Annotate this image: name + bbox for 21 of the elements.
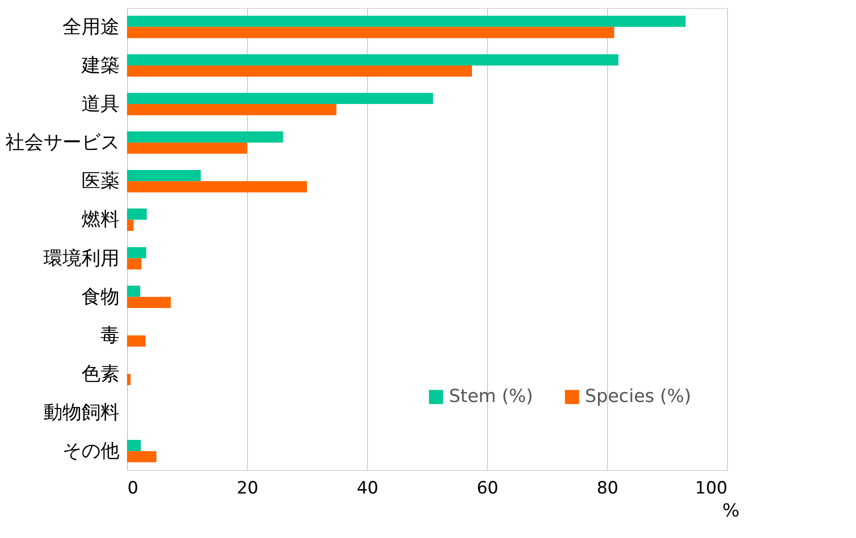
y-tick-label: 食物 xyxy=(82,286,120,308)
y-tick-label: 毒 xyxy=(100,324,120,346)
x-axis-title: % xyxy=(722,500,740,522)
y-tick-label: 全用途 xyxy=(62,16,120,38)
y-tick-label: 燃料 xyxy=(82,208,120,231)
y-tick-label: 医薬 xyxy=(82,170,120,192)
y-tick-label: 建築 xyxy=(80,54,120,76)
y-tick-label: 社会サービス xyxy=(6,132,120,154)
x-tick-label: 40 xyxy=(356,478,378,498)
legend-label: Stem (%) xyxy=(449,386,533,407)
y-tick-label: 環境利用 xyxy=(44,247,120,270)
legend-label: Species (%) xyxy=(585,386,692,407)
y-tick-label: 色素 xyxy=(82,362,120,385)
y-tick-label: その他 xyxy=(62,440,120,462)
y-tick-label: 道具 xyxy=(82,93,120,116)
x-tick-label: 20 xyxy=(236,478,258,498)
x-tick-label: 100 xyxy=(695,478,728,498)
x-tick-label: 80 xyxy=(596,478,618,498)
x-tick-label: 60 xyxy=(476,478,498,498)
x-tick-label: 0 xyxy=(128,478,138,498)
y-tick-label: 動物飼料 xyxy=(44,402,120,424)
